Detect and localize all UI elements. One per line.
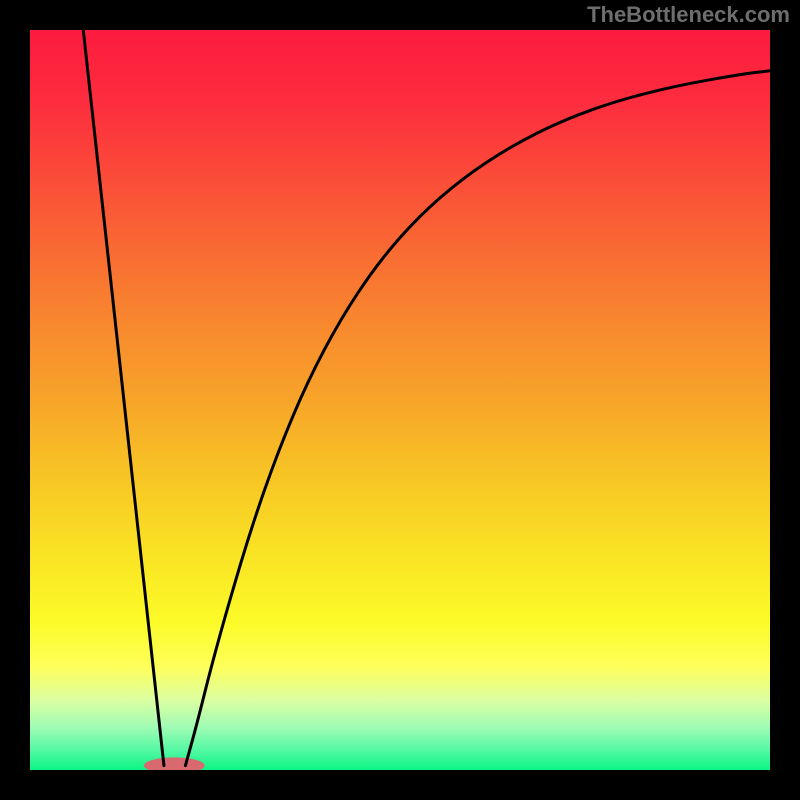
plot-background	[30, 30, 770, 770]
watermark-label: TheBottleneck.com	[587, 2, 790, 28]
chart-svg	[0, 0, 800, 800]
chart-container: TheBottleneck.com	[0, 0, 800, 800]
